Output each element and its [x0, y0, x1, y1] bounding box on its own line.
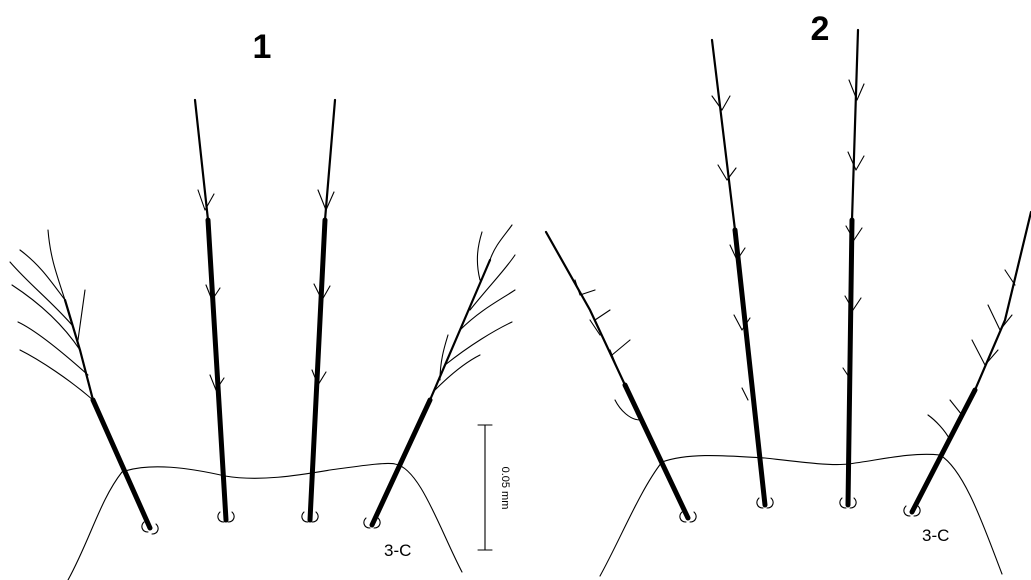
seta-shaft: [63, 298, 95, 402]
seta: [369, 397, 433, 528]
seta-shaft: [710, 38, 737, 232]
scale-bar: [477, 424, 493, 551]
seta-shaft: [193, 98, 210, 222]
panel-label: 1: [253, 28, 272, 66]
seta-shaft: [544, 230, 627, 387]
seta-branch: [842, 79, 865, 381]
panel-label: 2: [811, 10, 830, 48]
seta: [205, 217, 229, 523]
seta-shaft: [323, 98, 337, 222]
body-outline: [599, 453, 1003, 577]
body-outline: [67, 462, 463, 580]
panel-1: 1 3-C 0.05 mm: [9, 28, 516, 580]
seta: [622, 382, 691, 521]
seta-shaft: [973, 210, 1031, 392]
seta-annotation: 3-C: [384, 541, 411, 560]
seta: [909, 387, 978, 515]
seta-branch: [574, 279, 641, 421]
seta: [307, 217, 328, 523]
seta-branch: [9, 229, 94, 401]
seta: [90, 397, 153, 531]
seta-branch: [434, 224, 516, 391]
seta-branch: [927, 269, 1016, 441]
scale-label: 0.05 mm: [499, 467, 511, 510]
seta-socket: [679, 497, 921, 523]
seta-branch: [197, 189, 225, 391]
seta-socket: [141, 511, 381, 535]
seta-branch: [311, 189, 335, 386]
seta-shaft: [850, 28, 860, 222]
seta-branch: [711, 95, 751, 401]
seta: [732, 227, 768, 508]
panel-2: 2 3-C: [544, 10, 1031, 577]
seta: [845, 217, 855, 508]
seta-annotation: 3-C: [922, 526, 949, 545]
